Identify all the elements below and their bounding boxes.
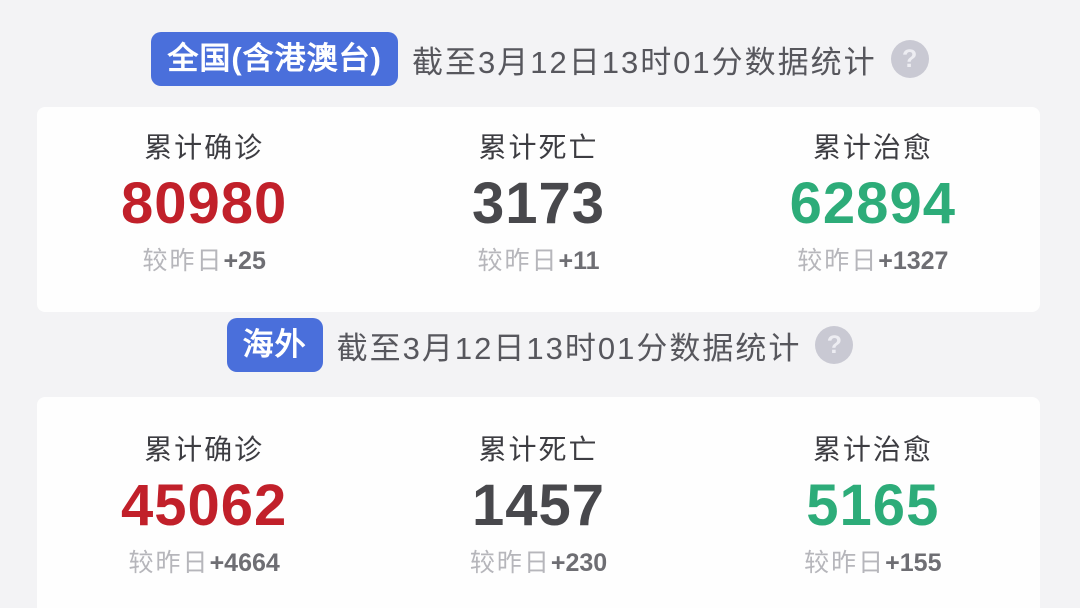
stat-label: 累计死亡: [478, 132, 599, 163]
stat-overseas-cured: 累计治愈 5165 较昨日+155: [706, 433, 1040, 608]
stat-overseas-confirmed: 累计确诊 45062 较昨日+4664: [37, 433, 371, 608]
delta-prefix: 较昨日: [469, 549, 551, 577]
stat-national-cured: 累计治愈 62894 较昨日+1327: [706, 131, 1040, 312]
delta-prefix: 较昨日: [804, 549, 886, 577]
stat-delta: 较昨日+1327: [706, 246, 1040, 276]
stat-label: 累计死亡: [478, 434, 599, 465]
stat-value: 5165: [806, 473, 940, 538]
delta-value: +4664: [209, 549, 280, 577]
stat-delta: 较昨日+155: [706, 548, 1040, 578]
as-of-text-national: 截至3月12日13时01分数据统计: [411, 44, 877, 80]
stat-label: 累计确诊: [144, 434, 265, 465]
stat-national-deaths: 累计死亡 3173 较昨日+11: [371, 131, 705, 312]
delta-prefix: 较昨日: [142, 247, 224, 275]
stats-card-national: 累计确诊 80980 较昨日+25 累计死亡 3173 较昨日+11 累计治愈 …: [37, 107, 1040, 312]
region-badge-national: 全国(含港澳台): [151, 32, 398, 86]
stat-label: 累计治愈: [812, 132, 933, 163]
delta-prefix: 较昨日: [128, 549, 210, 577]
stat-value: 80980: [121, 171, 288, 236]
stat-value: 45062: [121, 473, 288, 538]
delta-value: +25: [223, 247, 266, 275]
question-mark-icon[interactable]: ?: [815, 326, 854, 364]
delta-value: +230: [550, 549, 608, 577]
stats-card-overseas: 累计确诊 45062 较昨日+4664 累计死亡 1457 较昨日+230 累计…: [37, 397, 1040, 608]
section-header-national: 全国(含港澳台) 截至3月12日13时01分数据统计 ?: [0, 30, 1080, 88]
question-mark-icon[interactable]: ?: [890, 40, 929, 78]
stat-delta: 较昨日+4664: [37, 548, 371, 578]
stat-label: 累计治愈: [812, 434, 933, 465]
section-header-overseas: 海外 截至3月12日13时01分数据统计 ?: [0, 318, 1080, 372]
delta-prefix: 较昨日: [477, 247, 559, 275]
stat-delta: 较昨日+230: [371, 548, 705, 578]
delta-value: +1327: [878, 247, 949, 275]
delta-value: +155: [885, 549, 942, 577]
stat-value: 62894: [789, 171, 956, 236]
delta-value: +11: [558, 247, 600, 275]
region-badge-overseas: 海外: [226, 318, 323, 372]
stat-delta: 较昨日+25: [37, 246, 371, 276]
stat-overseas-deaths: 累计死亡 1457 较昨日+230: [371, 433, 705, 608]
stat-value: 1457: [471, 473, 605, 538]
as-of-text-overseas: 截至3月12日13时01分数据统计: [336, 330, 802, 366]
stat-national-confirmed: 累计确诊 80980 较昨日+25: [37, 131, 371, 312]
stat-value: 3173: [471, 171, 605, 236]
stat-delta: 较昨日+11: [371, 246, 705, 276]
delta-prefix: 较昨日: [797, 247, 879, 275]
stat-label: 累计确诊: [144, 132, 265, 163]
